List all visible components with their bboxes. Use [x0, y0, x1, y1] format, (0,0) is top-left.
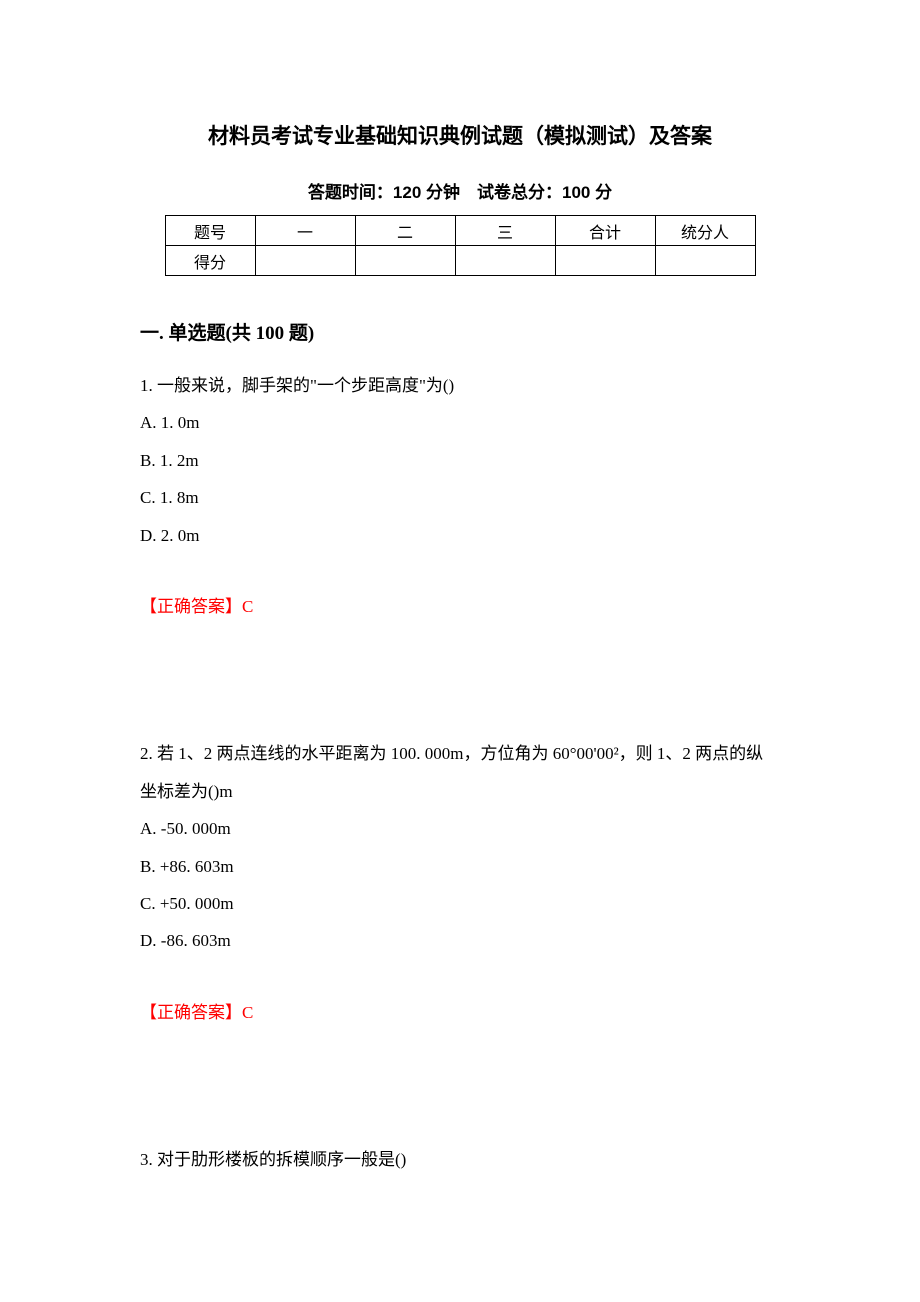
td-blank	[455, 246, 555, 276]
answer-label: 【正确答案】	[140, 597, 242, 616]
td-blank	[555, 246, 655, 276]
question-block: 2. 若 1、2 两点连线的水平距离为 100. 000m，方位角为 60°00…	[140, 735, 780, 1031]
answer-value: C	[242, 1003, 253, 1022]
answer: 【正确答案】C	[140, 994, 780, 1031]
question-text: 1. 一般来说，脚手架的"一个步距高度"为()	[140, 367, 780, 404]
td-blank	[255, 246, 355, 276]
page-title: 材料员考试专业基础知识典例试题（模拟测试）及答案	[140, 120, 780, 150]
th-2: 二	[355, 216, 455, 246]
option-d: D. 2. 0m	[140, 517, 780, 554]
option-b: B. 1. 2m	[140, 442, 780, 479]
question-block: 1. 一般来说，脚手架的"一个步距高度"为() A. 1. 0m B. 1. 2…	[140, 367, 780, 625]
options: A. 1. 0m B. 1. 2m C. 1. 8m D. 2. 0m	[140, 404, 780, 554]
option-d: D. -86. 603m	[140, 922, 780, 959]
th-3: 三	[455, 216, 555, 246]
td-blank	[655, 246, 755, 276]
td-blank	[355, 246, 455, 276]
option-c: C. 1. 8m	[140, 479, 780, 516]
answer-label: 【正确答案】	[140, 1003, 242, 1022]
option-c: C. +50. 000m	[140, 885, 780, 922]
table-row: 得分	[165, 246, 755, 276]
option-a: A. -50. 000m	[140, 810, 780, 847]
question-block: 3. 对于肋形楼板的拆模顺序一般是()	[140, 1141, 780, 1178]
table-row: 题号 一 二 三 合计 统分人	[165, 216, 755, 246]
answer: 【正确答案】C	[140, 588, 780, 625]
th-num: 题号	[165, 216, 255, 246]
option-b: B. +86. 603m	[140, 848, 780, 885]
page-subtitle: 答题时间：120 分钟 试卷总分：100 分	[140, 178, 780, 203]
question-text: 2. 若 1、2 两点连线的水平距离为 100. 000m，方位角为 60°00…	[140, 735, 780, 810]
section-title: 一. 单选题(共 100 题)	[140, 318, 780, 345]
options: A. -50. 000m B. +86. 603m C. +50. 000m D…	[140, 810, 780, 960]
answer-value: C	[242, 597, 253, 616]
th-1: 一	[255, 216, 355, 246]
th-total: 合计	[555, 216, 655, 246]
th-scorer: 统分人	[655, 216, 755, 246]
score-table: 题号 一 二 三 合计 统分人 得分	[165, 215, 756, 276]
td-score-label: 得分	[165, 246, 255, 276]
option-a: A. 1. 0m	[140, 404, 780, 441]
question-text: 3. 对于肋形楼板的拆模顺序一般是()	[140, 1141, 780, 1178]
